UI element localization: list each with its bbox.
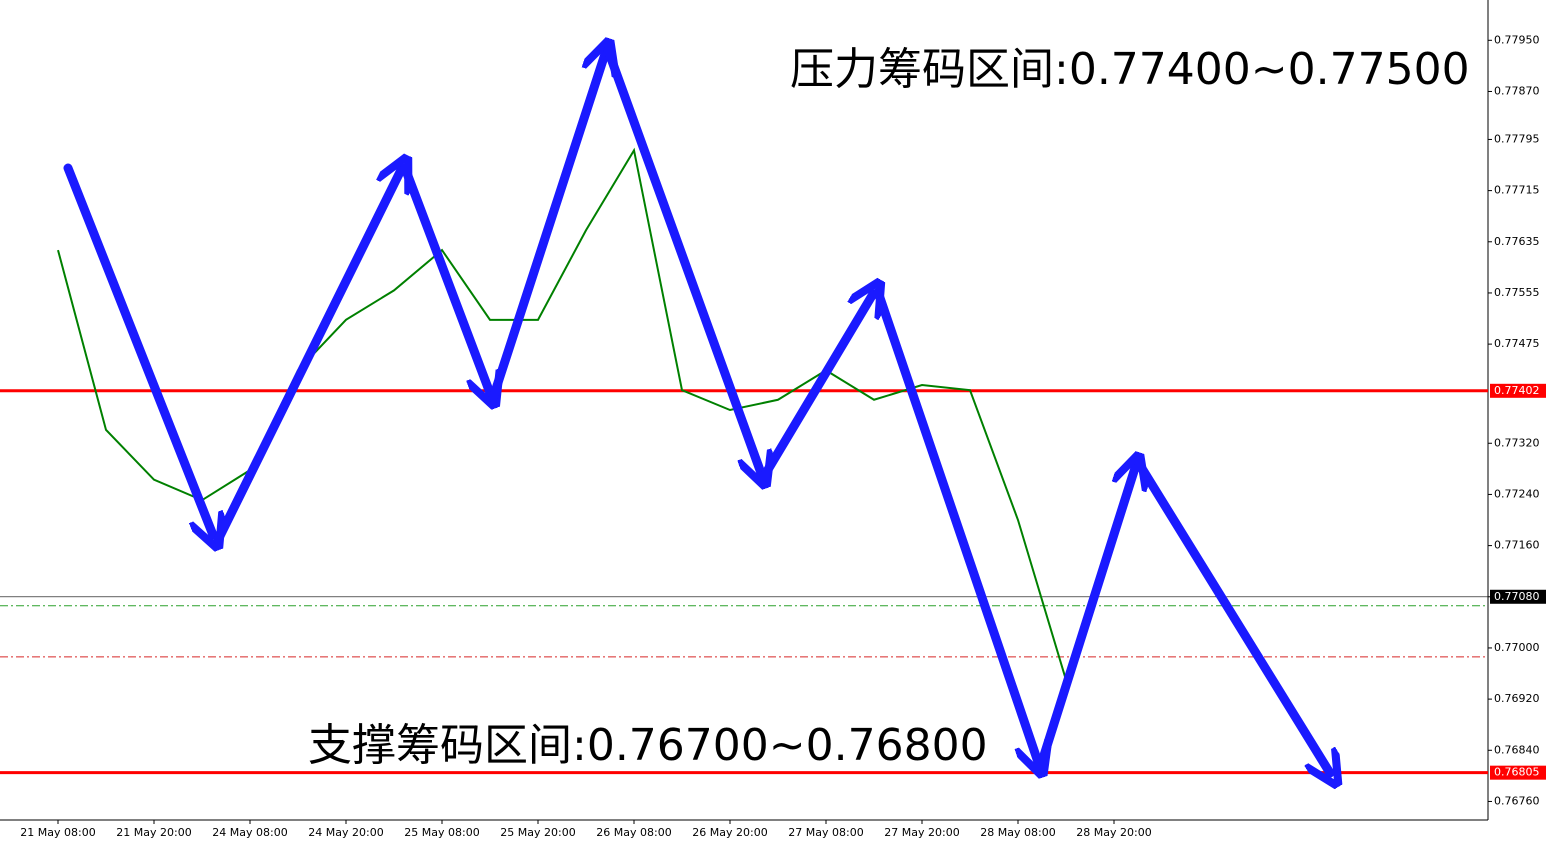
y-tick-label: 0.77240 xyxy=(1494,487,1540,500)
trend-arrows xyxy=(63,50,1330,773)
x-tick-label: 27 May 08:00 xyxy=(788,826,863,839)
level-tag xyxy=(1490,383,1546,398)
x-tick-label: 27 May 20:00 xyxy=(884,826,959,839)
level-tag xyxy=(1490,589,1546,604)
y-tick-label: 0.77160 xyxy=(1494,539,1540,552)
y-tick-label: 0.77000 xyxy=(1494,641,1540,654)
y-tick-label: 0.76840 xyxy=(1494,743,1540,756)
level-label: 0.77080 xyxy=(1494,590,1540,603)
y-tick-label: 0.77715 xyxy=(1494,184,1540,197)
level-label: 0.76805 xyxy=(1494,766,1540,779)
x-tick-label: 28 May 08:00 xyxy=(980,826,1055,839)
y-tick-label: 0.77555 xyxy=(1494,286,1540,299)
y-tick-label: 0.77870 xyxy=(1494,84,1540,97)
plot xyxy=(0,147,1488,775)
x-tick-label: 24 May 20:00 xyxy=(308,826,383,839)
y-tick-label: 0.77475 xyxy=(1494,337,1540,350)
x-tick-label: 25 May 20:00 xyxy=(500,826,575,839)
y-tick-label: 0.76920 xyxy=(1494,692,1540,705)
x-tick-label: 21 May 08:00 xyxy=(20,826,95,839)
annotation: 支撑筹码区间:0.76700~0.76800 xyxy=(308,720,988,771)
y-tick-label: 0.77950 xyxy=(1494,33,1540,46)
y-tick-label: 0.77320 xyxy=(1494,436,1540,449)
level-tag xyxy=(1490,765,1546,780)
x-tick-label: 24 May 08:00 xyxy=(212,826,287,839)
y-tick-label: 0.76760 xyxy=(1494,794,1540,807)
x-tick-label: 26 May 20:00 xyxy=(692,826,767,839)
price-line xyxy=(57,147,1067,681)
x-tick-label: 28 May 20:00 xyxy=(1076,826,1151,839)
y-tick-label: 0.77635 xyxy=(1494,235,1540,248)
level-label: 0.77402 xyxy=(1494,384,1540,397)
x-tick-label: 21 May 20:00 xyxy=(116,826,191,839)
x-tick-label: 25 May 08:00 xyxy=(404,826,479,839)
annotation: 压力筹码区间:0.77400~0.77500 xyxy=(790,44,1470,95)
x-tick-label: 26 May 08:00 xyxy=(596,826,671,839)
y-tick-label: 0.77795 xyxy=(1494,132,1540,145)
